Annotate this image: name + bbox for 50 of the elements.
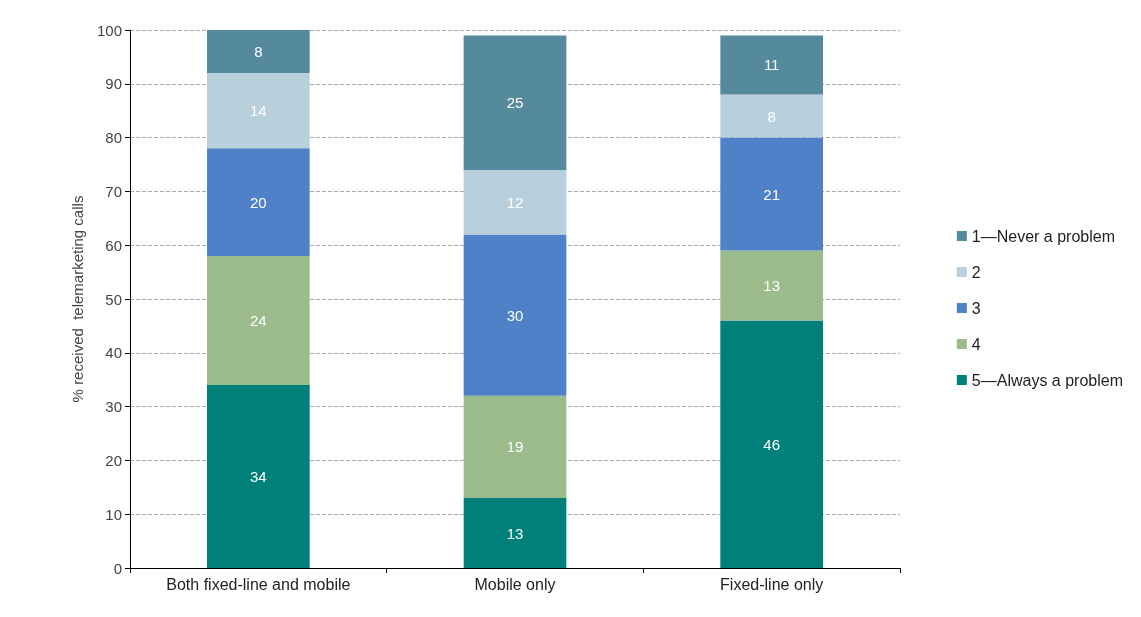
bar (463, 234, 567, 396)
y-tick-label: 0 (113, 559, 122, 577)
data-label: 21 (763, 185, 781, 203)
bar (207, 148, 310, 256)
legend-label: 2 (971, 263, 981, 281)
x-tick-label: Fixed-line only (720, 575, 824, 593)
data-label: 12 (506, 193, 524, 211)
bar (207, 385, 310, 568)
y-tick-label: 90 (105, 75, 122, 93)
y-tick-label: 80 (105, 129, 122, 147)
data-label: 30 (506, 306, 524, 324)
data-label: 19 (506, 438, 524, 456)
y-axis-title: % received telemarketing calls (69, 195, 86, 403)
bar (207, 30, 310, 74)
data-label: 8 (254, 43, 263, 61)
legend-label: 3 (971, 299, 981, 317)
data-label: 11 (763, 56, 780, 74)
bar (720, 94, 823, 138)
legend-label: 5—Always a problem (971, 371, 1123, 389)
data-label: 24 (249, 312, 267, 330)
bar (207, 73, 310, 149)
bar (720, 250, 823, 321)
x-tick-label: Both fixed-line and mobile (166, 575, 351, 593)
bar (720, 137, 823, 251)
data-label: 13 (763, 277, 781, 295)
legend-label: 4 (971, 335, 981, 353)
y-tick-label: 60 (105, 236, 122, 254)
data-label: 20 (249, 193, 267, 211)
bar (463, 498, 567, 568)
y-tick-label: 40 (105, 344, 122, 362)
data-label: 34 (249, 468, 267, 486)
data-label: 46 (763, 435, 781, 453)
data-label: 25 (506, 94, 524, 112)
bar (463, 35, 567, 170)
y-tick-label: 20 (105, 451, 122, 469)
x-tick-label: Mobile only (474, 575, 556, 593)
data-label: 8 (767, 107, 776, 125)
bar (720, 35, 823, 95)
data-label: 14 (249, 102, 267, 120)
y-tick-label: 100 (96, 21, 122, 39)
y-tick-label: 30 (105, 398, 122, 416)
bar (720, 320, 823, 568)
data-label: 13 (506, 524, 524, 542)
y-tick-label: 50 (105, 290, 122, 308)
bar (207, 255, 310, 386)
y-tick-label: 10 (105, 505, 122, 523)
bar (463, 395, 567, 499)
legend-label: 1—Never a problem (971, 227, 1115, 245)
bar (463, 169, 567, 235)
y-tick-label: 70 (105, 182, 122, 200)
